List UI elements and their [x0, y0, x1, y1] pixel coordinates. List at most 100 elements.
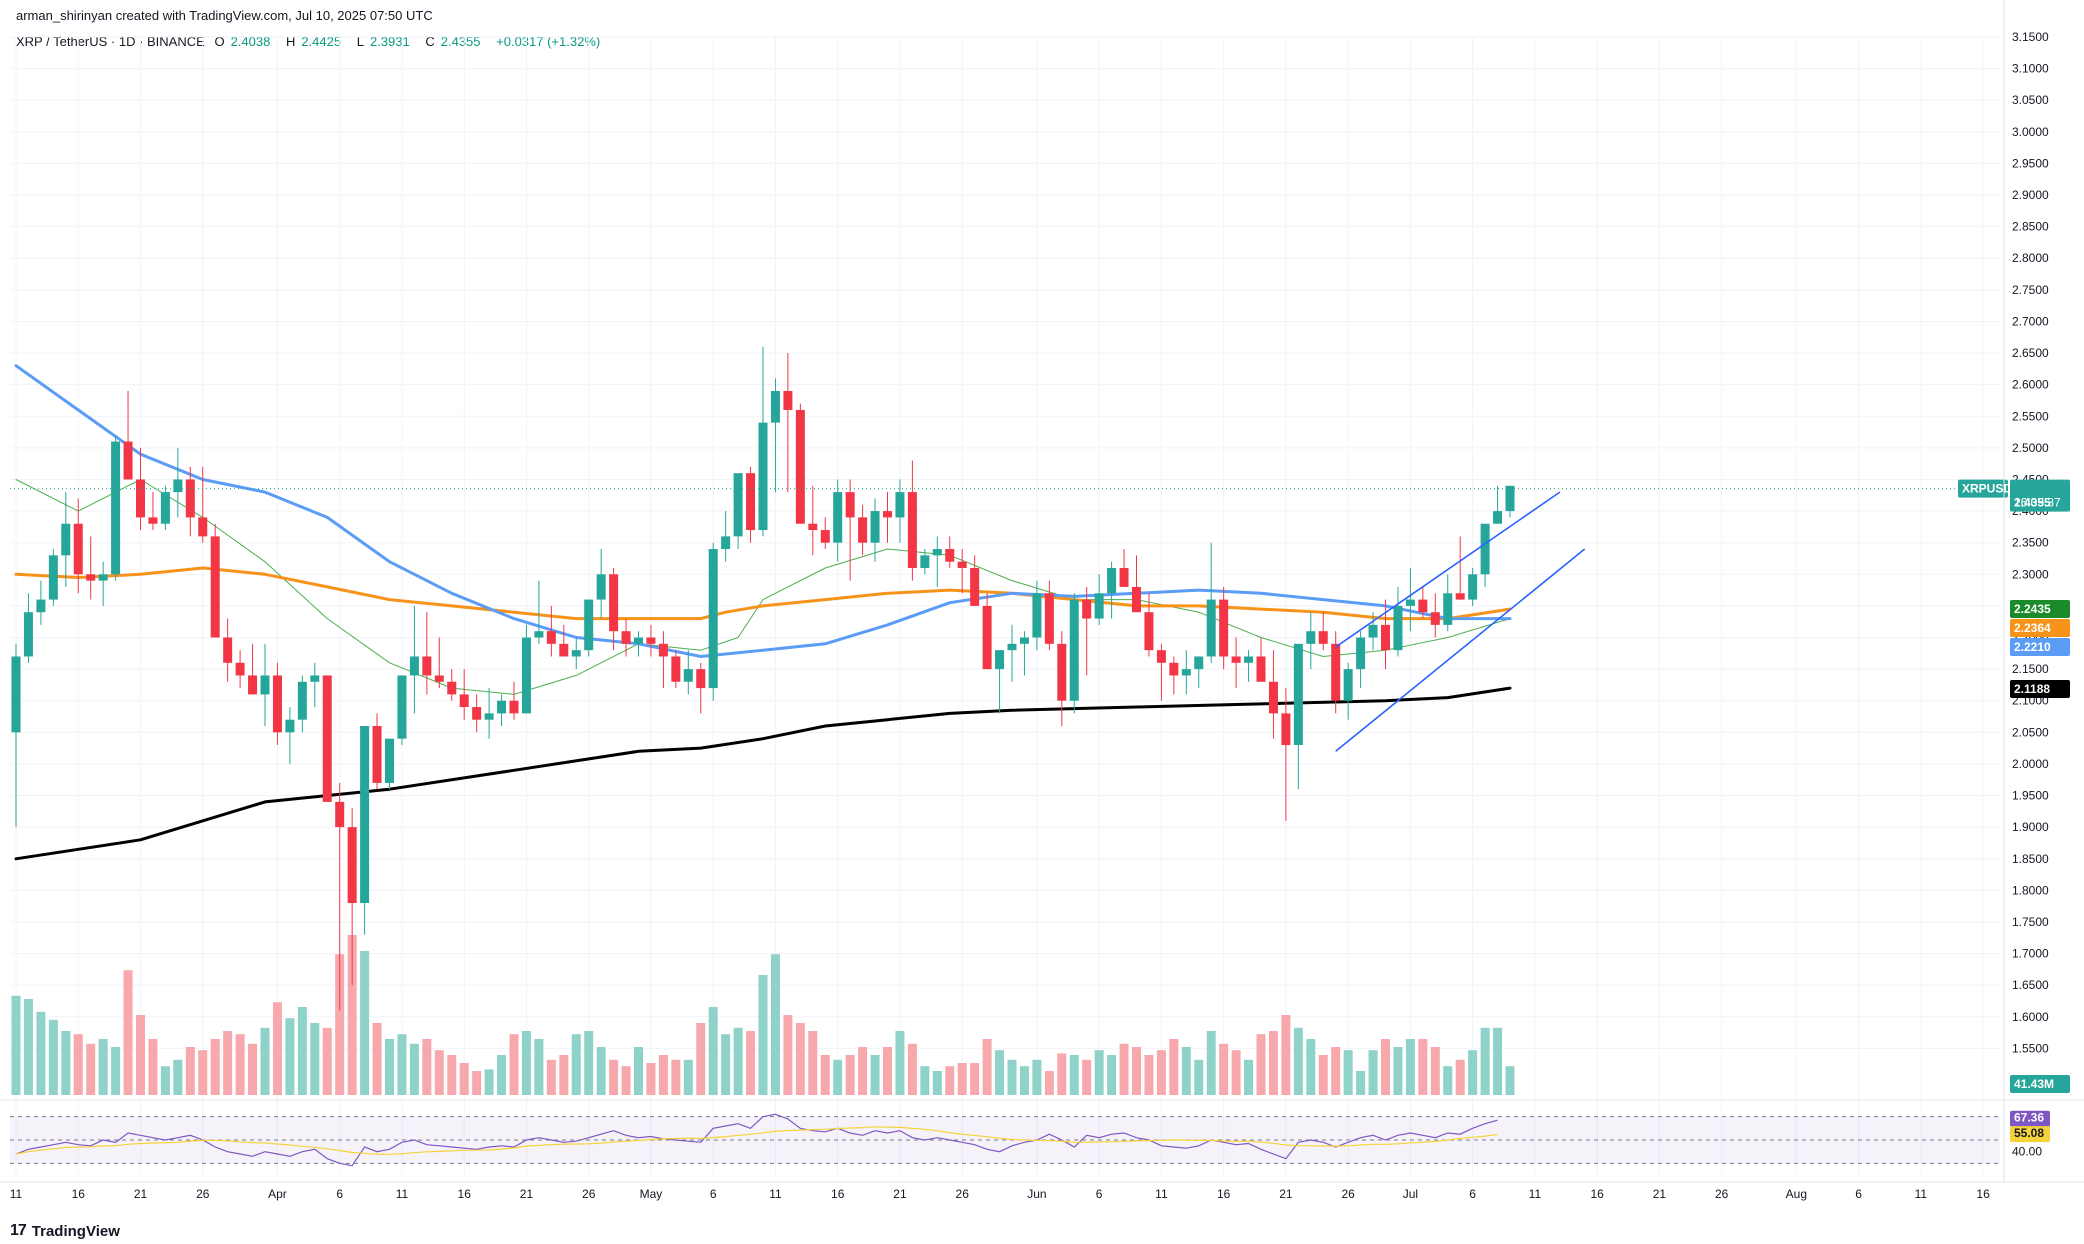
candle-body[interactable]	[484, 713, 494, 720]
candle-body[interactable]	[509, 700, 519, 714]
candle-body[interactable]	[658, 643, 668, 657]
candle-body[interactable]	[297, 681, 307, 720]
candle-body[interactable]	[447, 681, 457, 695]
candle-body[interactable]	[335, 801, 345, 828]
candle-body[interactable]	[472, 707, 482, 720]
candle-body[interactable]	[883, 511, 892, 518]
candle-body[interactable]	[546, 631, 556, 644]
candle-body[interactable]	[1443, 593, 1453, 625]
candle-body[interactable]	[111, 441, 121, 575]
candle-body[interactable]	[1455, 593, 1465, 600]
candle-body[interactable]	[646, 637, 656, 644]
candle-body[interactable]	[160, 492, 170, 524]
candle-body[interactable]	[609, 574, 619, 632]
candle-body[interactable]	[459, 694, 469, 708]
candle-body[interactable]	[1368, 624, 1378, 638]
candle-body[interactable]	[272, 675, 282, 733]
candle-body[interactable]	[1169, 662, 1179, 676]
candle-body[interactable]	[1181, 669, 1191, 676]
candle-body[interactable]	[1057, 643, 1067, 701]
candle-body[interactable]	[61, 523, 71, 556]
candle-body[interactable]	[1468, 574, 1478, 600]
candle-body[interactable]	[198, 517, 208, 537]
candle-body[interactable]	[733, 473, 743, 537]
candle-body[interactable]	[1144, 612, 1154, 651]
candle-body[interactable]	[1044, 593, 1054, 644]
candle-body[interactable]	[322, 675, 332, 802]
candle-body[interactable]	[1194, 656, 1204, 670]
candle-body[interactable]	[1480, 523, 1490, 575]
symbol-name[interactable]: XRP / TetherUS · 1D · BINANCE	[16, 34, 205, 49]
candle-body[interactable]	[907, 492, 917, 568]
candle-body[interactable]	[397, 675, 407, 739]
candle-body[interactable]	[409, 656, 419, 676]
candle-body[interactable]	[521, 637, 531, 714]
channel-trendline[interactable]	[1335, 491, 1561, 648]
candle-body[interactable]	[1343, 669, 1353, 701]
candle-body[interactable]	[1393, 605, 1403, 651]
candle-body[interactable]	[360, 726, 370, 904]
candle-body[interactable]	[422, 656, 432, 676]
candle-body[interactable]	[746, 473, 756, 531]
candle-body[interactable]	[621, 631, 631, 644]
candle-body[interactable]	[820, 530, 830, 543]
candle-body[interactable]	[932, 549, 942, 556]
candle-body[interactable]	[1119, 567, 1129, 587]
candle-body[interactable]	[497, 700, 507, 714]
candle-body[interactable]	[1107, 567, 1117, 594]
candle-body[interactable]	[696, 669, 706, 689]
candle-body[interactable]	[559, 643, 569, 657]
candle-body[interactable]	[833, 492, 843, 543]
candle-body[interactable]	[1019, 637, 1029, 644]
candle-body[interactable]	[1418, 599, 1428, 613]
candle-body[interactable]	[86, 574, 96, 581]
candle-body[interactable]	[584, 599, 594, 651]
candle-body[interactable]	[223, 637, 233, 663]
candle-body[interactable]	[770, 390, 780, 423]
candle-body[interactable]	[1318, 631, 1328, 644]
candle-body[interactable]	[671, 656, 681, 682]
candle-body[interactable]	[434, 675, 444, 682]
candle-body[interactable]	[1094, 593, 1104, 619]
candle-body[interactable]	[1306, 631, 1316, 644]
candle-body[interactable]	[845, 492, 855, 518]
candle-body[interactable]	[945, 549, 955, 562]
candle-body[interactable]	[210, 536, 220, 638]
candle-body[interactable]	[982, 605, 992, 670]
candle-body[interactable]	[347, 827, 357, 904]
candle-body[interactable]	[1082, 599, 1092, 619]
candle-body[interactable]	[73, 523, 83, 575]
candle-body[interactable]	[1007, 643, 1017, 651]
candle-body[interactable]	[1069, 599, 1079, 701]
candle-body[interactable]	[173, 479, 183, 493]
candle-body[interactable]	[1256, 656, 1266, 682]
candle-body[interactable]	[758, 422, 768, 531]
candle-body[interactable]	[123, 441, 133, 480]
candle-body[interactable]	[1356, 637, 1366, 670]
candle-body[interactable]	[895, 492, 905, 518]
candle-body[interactable]	[708, 549, 718, 689]
candle-body[interactable]	[1493, 511, 1503, 524]
candle-body[interactable]	[1244, 656, 1254, 663]
candle-body[interactable]	[235, 662, 245, 676]
candle-body[interactable]	[98, 574, 108, 581]
candle-body[interactable]	[808, 523, 818, 531]
candle-body[interactable]	[11, 656, 21, 733]
candle-body[interactable]	[783, 390, 793, 410]
candle-body[interactable]	[870, 511, 880, 543]
candle-body[interactable]	[683, 669, 693, 682]
candle-body[interactable]	[1132, 586, 1141, 613]
candle-body[interactable]	[1293, 643, 1303, 745]
candle-body[interactable]	[36, 599, 46, 613]
candle-body[interactable]	[1219, 599, 1229, 657]
candle-body[interactable]	[534, 631, 544, 638]
candle-body[interactable]	[1156, 650, 1166, 663]
candle-body[interactable]	[285, 719, 295, 733]
candle-body[interactable]	[970, 567, 980, 606]
candle-body[interactable]	[634, 637, 643, 644]
candle-body[interactable]	[920, 555, 930, 568]
candle-body[interactable]	[185, 479, 195, 518]
candle-body[interactable]	[23, 612, 33, 657]
candle-body[interactable]	[372, 726, 382, 783]
